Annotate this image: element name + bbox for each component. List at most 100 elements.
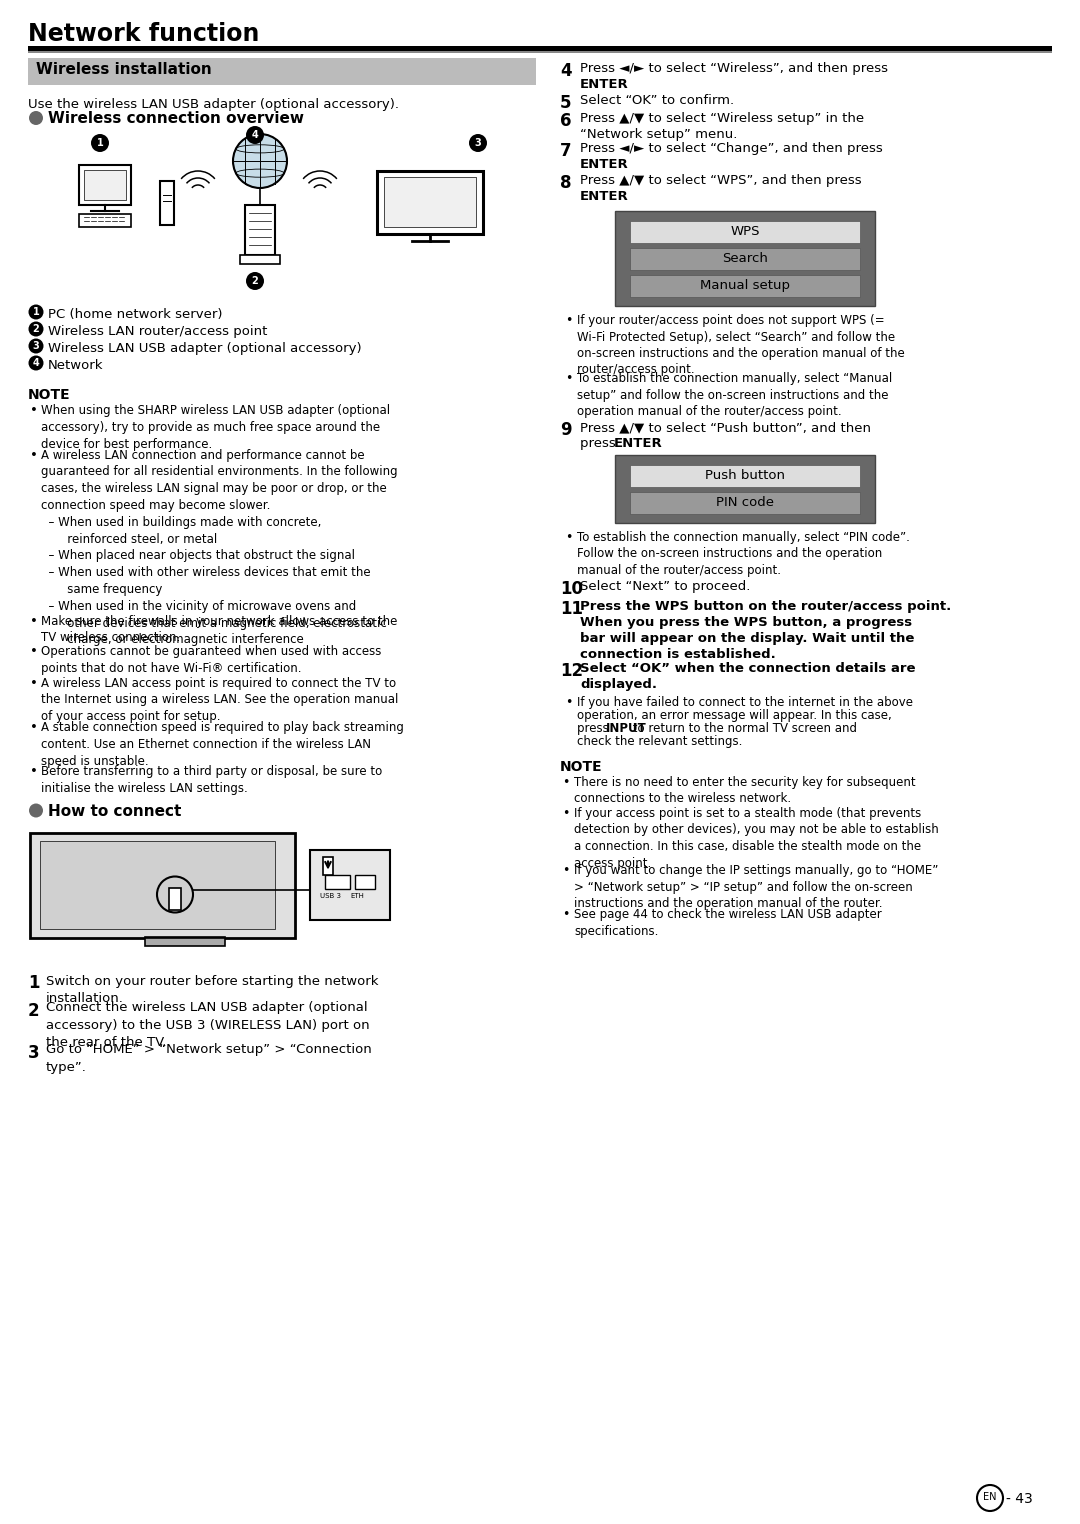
Text: •: • xyxy=(30,614,38,628)
Text: 6: 6 xyxy=(561,111,571,130)
Text: A wireless LAN connection and performance cannot be
guaranteed for all residenti: A wireless LAN connection and performanc… xyxy=(41,448,397,646)
Text: ENTER: ENTER xyxy=(613,437,662,450)
Text: press: press xyxy=(577,722,612,735)
Text: Wireless LAN USB adapter (optional accessory): Wireless LAN USB adapter (optional acces… xyxy=(48,341,362,355)
Text: NOTE: NOTE xyxy=(561,760,603,774)
Text: To establish the connection manually, select “PIN code”.
Follow the on-screen in: To establish the connection manually, se… xyxy=(577,530,909,578)
Bar xyxy=(84,171,126,200)
Bar xyxy=(355,875,375,888)
Text: •: • xyxy=(565,530,572,544)
Text: •: • xyxy=(565,696,572,709)
Text: Select “OK” to confirm.: Select “OK” to confirm. xyxy=(580,94,734,107)
Text: •: • xyxy=(565,372,572,386)
Text: •: • xyxy=(30,448,38,462)
Text: 12: 12 xyxy=(561,661,583,680)
Text: If your router/access point does not support WPS (=
Wi-Fi Protected Setup), sele: If your router/access point does not sup… xyxy=(577,314,905,376)
Text: 1: 1 xyxy=(96,139,104,148)
Text: to return to the normal TV screen and: to return to the normal TV screen and xyxy=(630,722,858,735)
Text: Use the wireless LAN USB adapter (optional accessory).: Use the wireless LAN USB adapter (option… xyxy=(28,98,399,111)
Text: bar will appear on the display. Wait until the: bar will appear on the display. Wait unt… xyxy=(580,632,915,645)
Text: If you want to change the IP settings manually, go to “HOME”
> “Network setup” >: If you want to change the IP settings ma… xyxy=(573,864,939,910)
Circle shape xyxy=(233,134,287,187)
Bar xyxy=(30,832,295,937)
Bar xyxy=(630,248,860,270)
Text: Wireless connection overview: Wireless connection overview xyxy=(48,111,303,126)
Text: Network function: Network function xyxy=(28,21,259,46)
Text: Press ▲/▼ to select “WPS”, and then press: Press ▲/▼ to select “WPS”, and then pres… xyxy=(580,174,862,187)
Bar xyxy=(79,165,131,206)
Bar xyxy=(28,46,1052,50)
Text: 8: 8 xyxy=(561,174,571,192)
Text: 4: 4 xyxy=(32,358,39,367)
Text: Press the WPS button on the router/access point.: Press the WPS button on the router/acces… xyxy=(580,600,951,613)
Circle shape xyxy=(28,338,43,354)
Text: Manual setup: Manual setup xyxy=(700,279,789,293)
Text: EN: EN xyxy=(983,1492,997,1503)
Text: Press ◄/► to select “Change”, and then press: Press ◄/► to select “Change”, and then p… xyxy=(580,142,882,155)
Circle shape xyxy=(91,134,109,152)
Bar xyxy=(630,221,860,242)
Bar xyxy=(28,58,536,85)
Text: USB 3: USB 3 xyxy=(320,893,341,899)
Text: Operations cannot be guaranteed when used with access
points that do not have Wi: Operations cannot be guaranteed when use… xyxy=(41,646,381,675)
Circle shape xyxy=(469,134,487,152)
Text: press: press xyxy=(580,437,620,450)
Bar xyxy=(145,937,225,945)
Text: 4: 4 xyxy=(561,62,571,79)
Text: •: • xyxy=(562,864,569,876)
Text: When using the SHARP wireless LAN USB adapter (optional
accessory), try to provi: When using the SHARP wireless LAN USB ad… xyxy=(41,404,390,451)
Text: •: • xyxy=(565,314,572,328)
Text: •: • xyxy=(30,765,38,779)
Text: 9: 9 xyxy=(561,421,571,439)
Text: ENTER: ENTER xyxy=(580,78,629,91)
Bar xyxy=(384,177,476,227)
Circle shape xyxy=(28,355,43,370)
Circle shape xyxy=(29,803,43,817)
Text: Wireless LAN router/access point: Wireless LAN router/access point xyxy=(48,325,268,338)
Text: Press ▲/▼ to select “Wireless setup” in the: Press ▲/▼ to select “Wireless setup” in … xyxy=(580,111,864,125)
Text: 4: 4 xyxy=(252,130,258,140)
Text: •: • xyxy=(30,404,38,418)
Bar xyxy=(310,849,390,919)
Bar xyxy=(630,274,860,297)
Circle shape xyxy=(28,305,43,320)
Text: 2: 2 xyxy=(28,1001,40,1020)
Bar xyxy=(245,206,275,255)
Text: 10: 10 xyxy=(561,581,583,597)
Text: 5: 5 xyxy=(561,94,571,111)
Text: Select “OK” when the connection details are: Select “OK” when the connection details … xyxy=(580,661,916,675)
Text: •: • xyxy=(30,721,38,735)
Text: 3: 3 xyxy=(32,341,39,351)
Circle shape xyxy=(29,111,43,125)
Text: Connect the wireless LAN USB adapter (optional
accessory) to the USB 3 (WIRELESS: Connect the wireless LAN USB adapter (op… xyxy=(46,1001,369,1049)
Text: Press ◄/► to select “Wireless”, and then press: Press ◄/► to select “Wireless”, and then… xyxy=(580,62,888,75)
Text: How to connect: How to connect xyxy=(48,803,181,818)
Text: •: • xyxy=(562,908,569,920)
Text: NOTE: NOTE xyxy=(28,389,70,402)
Text: •: • xyxy=(562,776,569,789)
Text: 11: 11 xyxy=(561,600,583,619)
Bar xyxy=(79,213,131,227)
Text: See page 44 to check the wireless LAN USB adapter
specifications.: See page 44 to check the wireless LAN US… xyxy=(573,908,881,937)
Bar xyxy=(168,887,181,910)
Text: Push button: Push button xyxy=(705,469,785,482)
Bar xyxy=(377,171,483,235)
Bar xyxy=(240,255,280,264)
Text: 2: 2 xyxy=(252,276,258,287)
Circle shape xyxy=(246,271,264,290)
Bar xyxy=(160,181,174,226)
Text: Switch on your router before starting the network
installation.: Switch on your router before starting th… xyxy=(46,974,378,1004)
Circle shape xyxy=(977,1484,1003,1510)
Text: If your access point is set to a stealth mode (that prevents
detection by other : If your access point is set to a stealth… xyxy=(573,808,939,870)
Text: A wireless LAN access point is required to connect the TV to
the Internet using : A wireless LAN access point is required … xyxy=(41,677,399,722)
Bar xyxy=(40,841,275,928)
Circle shape xyxy=(28,322,43,337)
Text: Network: Network xyxy=(48,360,104,372)
Text: 7: 7 xyxy=(561,142,571,160)
Text: ETH: ETH xyxy=(350,893,364,899)
Text: •: • xyxy=(562,808,569,820)
Text: check the relevant settings.: check the relevant settings. xyxy=(577,735,742,748)
Bar xyxy=(630,465,860,488)
Text: displayed.: displayed. xyxy=(580,678,657,690)
Bar xyxy=(630,492,860,514)
